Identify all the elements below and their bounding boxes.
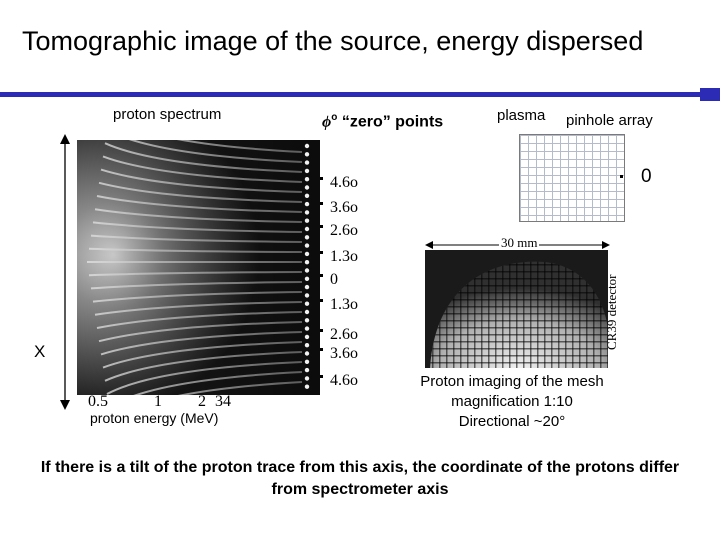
energy-tick: 0.5	[88, 393, 108, 410]
pinhole-array-label: pinhole array	[566, 112, 653, 129]
zero-points-label: “zero” points	[341, 113, 444, 131]
zero-point-dot	[304, 367, 310, 373]
caption-line: magnification 1:10	[451, 393, 573, 410]
title-rule-end	[700, 88, 720, 101]
angle-label: 2.6o	[320, 326, 358, 344]
energy-tick: 3	[215, 393, 223, 410]
detector-label: CR39 detector	[604, 274, 619, 350]
zero-point-dot	[304, 235, 310, 240]
angle-label: 4.6o	[320, 174, 358, 192]
proton-spectrum-image	[77, 140, 320, 395]
zero-point-dot	[304, 168, 310, 174]
zero-point-dot	[304, 301, 310, 306]
footnote: If there is a tilt of the proton trace f…	[0, 457, 720, 501]
zero-point-dot	[304, 318, 310, 323]
angle-label: 4.6o	[320, 372, 358, 390]
caption-line: Proton imaging of the mesh	[420, 373, 604, 390]
zero-point-dot	[304, 226, 310, 232]
zero-point-dot	[304, 201, 310, 207]
angle-label: 3.6o	[320, 345, 358, 363]
zero-point-dot	[304, 309, 310, 315]
zero-point-dot	[304, 284, 310, 290]
slide-title: Tomographic image of the source, energy …	[22, 26, 644, 56]
zero-point-dot	[304, 276, 310, 281]
zero-point-dot	[304, 143, 310, 149]
proton-spectrum-heading: proton spectrum	[113, 106, 222, 123]
footnote-line: If there is a tilt of the proton trace f…	[40, 459, 680, 476]
zero-position-label: 0	[641, 166, 652, 187]
energy-tick: 1	[154, 393, 162, 410]
pinhole-array-grid	[519, 134, 625, 222]
zero-point-dot	[304, 210, 310, 215]
zero-point-dot	[304, 384, 310, 389]
energy-tick-labels: 0.5 1 2 34	[88, 393, 231, 411]
zero-point-dot	[304, 218, 310, 223]
angle-label: 3.6o	[320, 199, 358, 217]
x-axis-arrow	[60, 134, 70, 410]
zero-point-dot	[304, 343, 310, 348]
phi-degree: o	[331, 112, 338, 123]
zero-point-dot	[304, 268, 310, 273]
x-axis-marker: X	[34, 342, 46, 361]
zero-point-dot	[304, 351, 310, 356]
plasma-label: plasma	[497, 107, 546, 124]
angle-label: 2.6o	[320, 222, 358, 240]
zero-point-dot	[304, 359, 310, 364]
zero-point-dot	[304, 376, 310, 381]
zero-point-dot	[304, 293, 310, 298]
angle-label: 1.3o	[320, 248, 358, 266]
phi-symbol: ϕ	[322, 113, 332, 131]
zero-point-dot	[304, 260, 310, 265]
title-rule	[0, 92, 720, 97]
mesh-image	[425, 250, 608, 368]
zero-point-dot	[304, 152, 310, 157]
scale-label: 30 mm	[499, 235, 540, 251]
angle-label: 1.3o	[320, 296, 358, 314]
zero-point-dot	[304, 334, 310, 340]
energy-axis-label: proton energy (MeV)	[90, 410, 219, 426]
angle-label: 0	[320, 271, 338, 289]
caption-line: Directional ~20°	[458, 413, 566, 430]
zero-point-dot	[304, 326, 310, 331]
energy-tick: 4	[223, 393, 231, 410]
zero-point-dot	[304, 185, 310, 190]
zero-point-dot	[304, 160, 310, 165]
zero-point-dot	[304, 251, 310, 257]
footnote-line: from spectrometer axis	[271, 481, 449, 498]
zero-point-dot	[304, 193, 310, 198]
zero-points-heading: ϕo “zero” points	[322, 112, 443, 131]
zero-point-dot	[304, 243, 310, 248]
zero-point-dot	[304, 177, 310, 182]
energy-tick: 2	[198, 393, 206, 410]
source-dot	[620, 175, 623, 178]
mesh-caption: Proton imaging of the mesh magnification…	[378, 372, 646, 432]
